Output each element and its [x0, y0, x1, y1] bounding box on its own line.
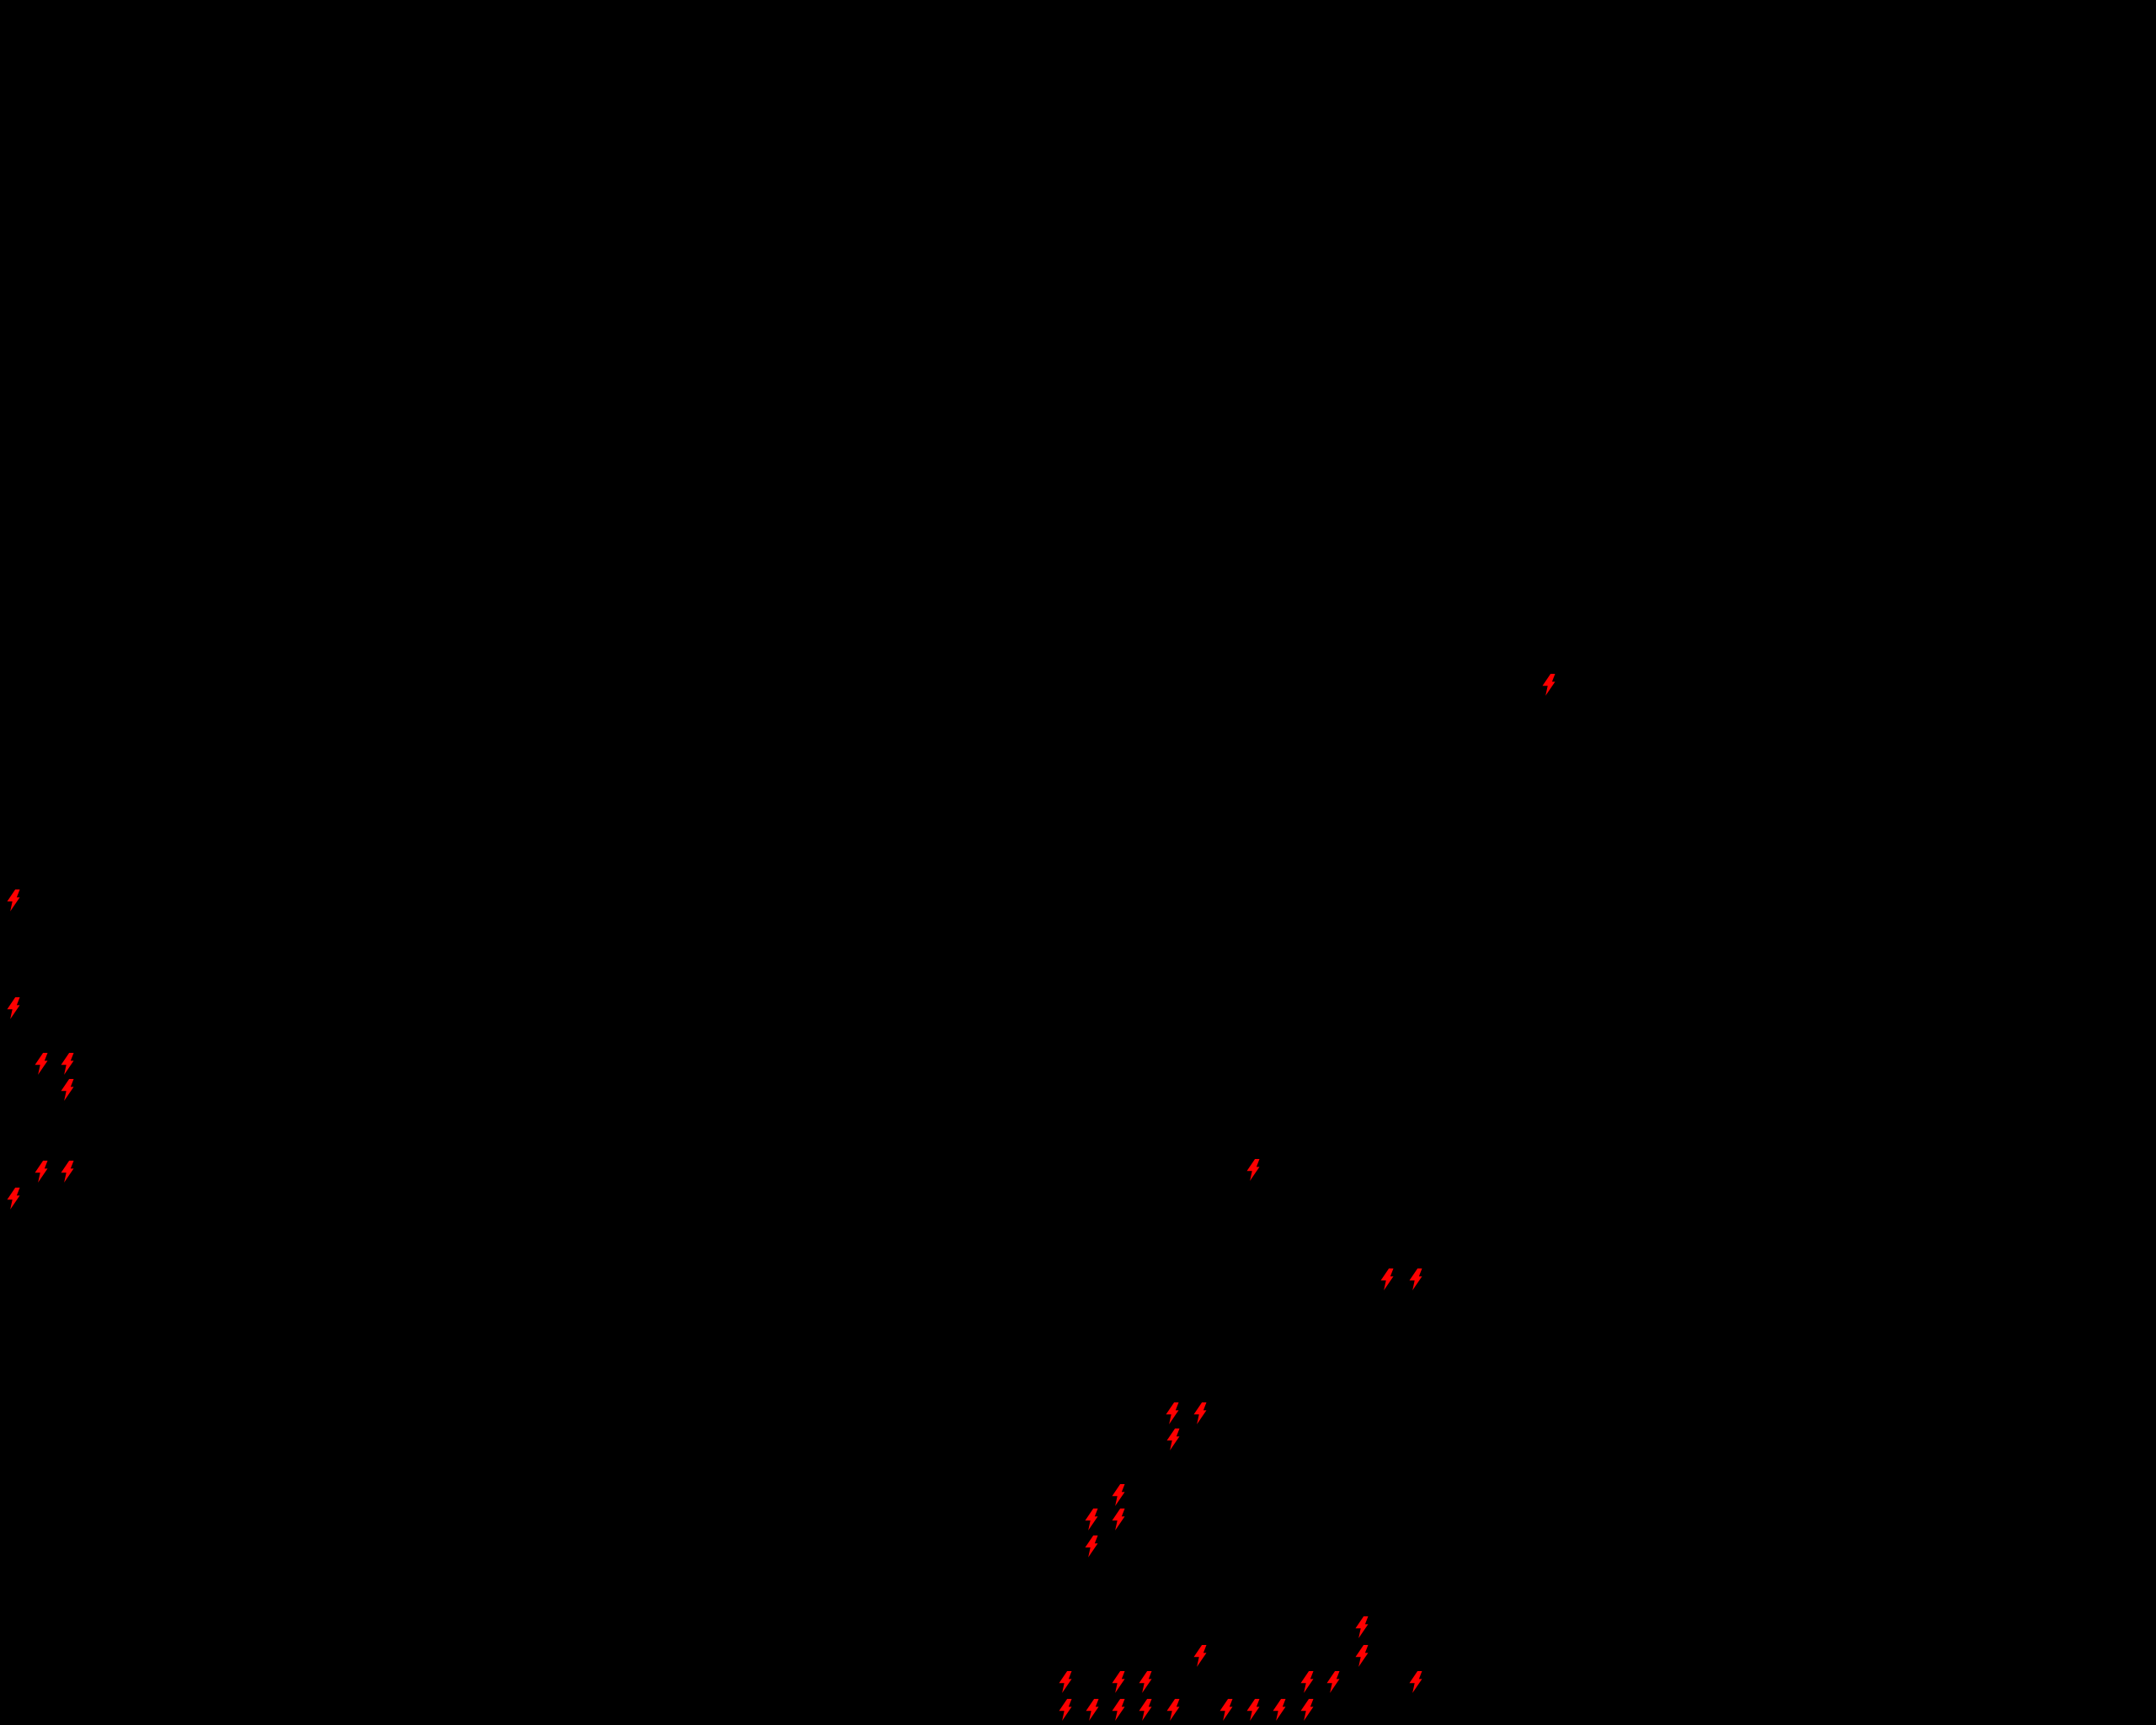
lightning-bolt-icon	[1409, 1268, 1422, 1290]
lightning-bolt-icon	[7, 997, 20, 1019]
lightning-bolt-icon	[1112, 1484, 1125, 1506]
lightning-bolt-icon	[1166, 1699, 1180, 1721]
lightning-bolt-icon	[1193, 1402, 1207, 1424]
lightning-bolt-icon	[1139, 1699, 1152, 1721]
lightning-bolt-icon	[7, 1188, 20, 1210]
lightning-bolt-icon	[1380, 1268, 1394, 1290]
lightning-bolt-icon	[1166, 1402, 1179, 1424]
lightning-bolt-icon	[1355, 1616, 1369, 1638]
lightning-bolt-icon	[1059, 1671, 1072, 1693]
lightning-bolt-icon	[1355, 1645, 1369, 1667]
lightning-bolt-icon	[1166, 1429, 1180, 1450]
lightning-bolt-icon	[1219, 1699, 1233, 1721]
lightning-bolt-icon	[61, 1053, 74, 1075]
lightning-bolt-icon	[1273, 1699, 1286, 1721]
lightning-bolt-icon	[1112, 1671, 1125, 1693]
lightning-bolt-icon	[1112, 1509, 1125, 1530]
lightning-bolt-icon	[1193, 1645, 1207, 1667]
lightning-bolt-icon	[1246, 1699, 1260, 1721]
lightning-bolt-icon	[1086, 1699, 1099, 1721]
lightning-bolt-icon	[1085, 1535, 1098, 1557]
lightning-bolt-icon	[61, 1161, 74, 1183]
lightning-bolt-icon	[1300, 1671, 1314, 1693]
lightning-bolt-icon	[1085, 1509, 1098, 1530]
lightning-bolt-icon	[1326, 1671, 1340, 1693]
lightning-bolt-icon	[61, 1079, 74, 1101]
lightning-bolt-icon	[1139, 1671, 1152, 1693]
lightning-bolt-icon	[35, 1161, 48, 1183]
lightning-bolt-icon	[1300, 1699, 1314, 1721]
lightning-bolt-icon	[35, 1053, 48, 1075]
lightning-bolt-icon	[7, 889, 20, 911]
lightning-bolt-icon	[1059, 1699, 1072, 1721]
lightning-bolt-icon	[1112, 1699, 1125, 1721]
lightning-bolt-icon	[1246, 1159, 1260, 1181]
lightning-bolt-icon	[1542, 674, 1556, 696]
lightning-bolt-icon	[1409, 1671, 1422, 1693]
